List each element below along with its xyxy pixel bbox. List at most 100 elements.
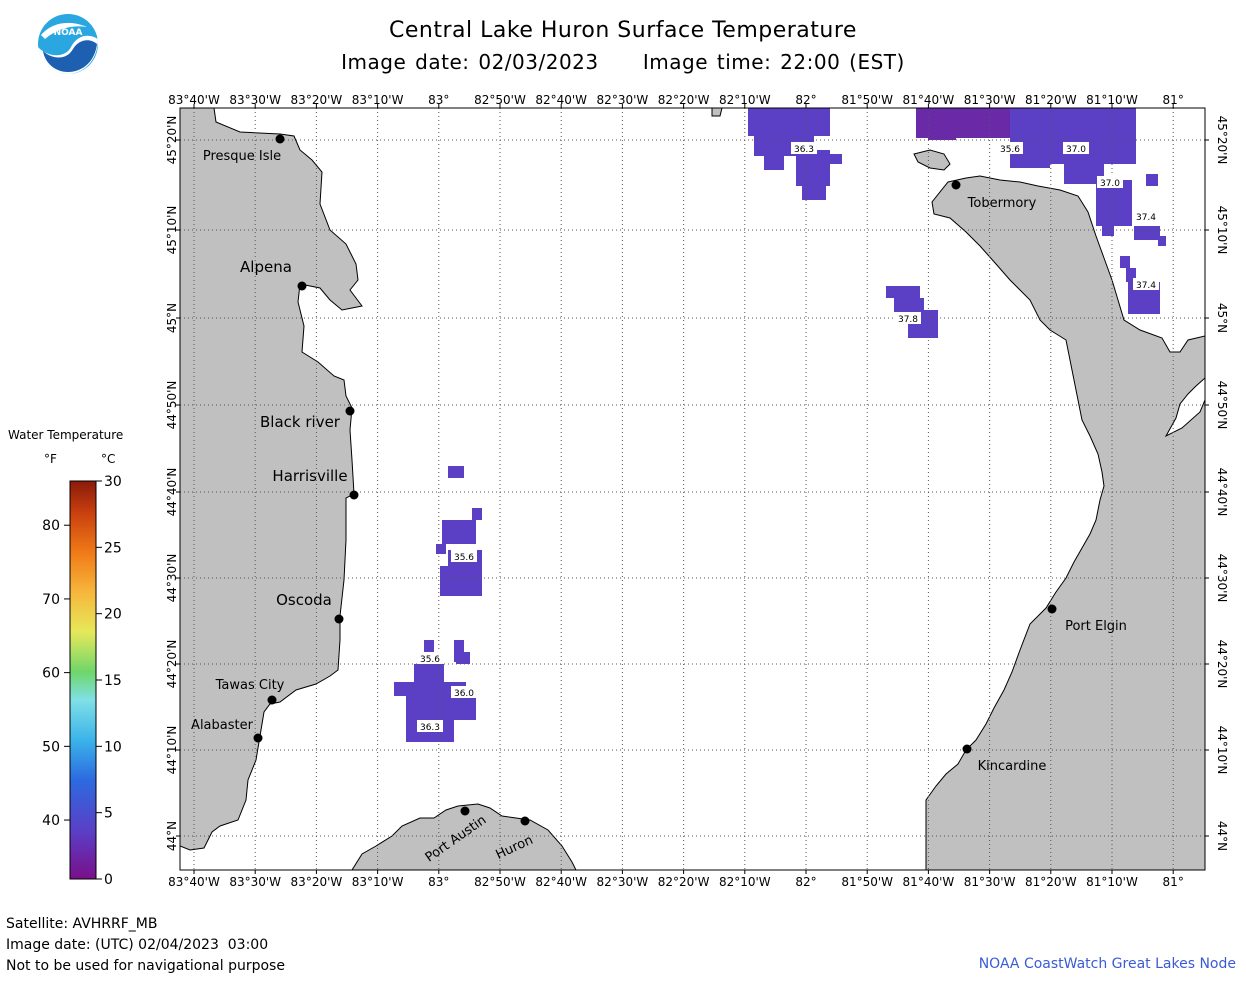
city-label: Black river [260, 413, 341, 431]
city-marker [520, 816, 530, 826]
temp-cell [440, 566, 482, 596]
contour-label: 35.6 [451, 550, 477, 563]
lat-label-right: 44°50'N [1215, 381, 1229, 430]
lat-label-right: 44°10'N [1215, 726, 1229, 775]
city-marker [334, 614, 344, 624]
contour-label-box [451, 550, 477, 562]
lat-label-left: 44°20'N [165, 640, 179, 689]
contour-label-box [1097, 176, 1123, 188]
city-marker [951, 180, 961, 190]
lon-label-top: 81°40'W [903, 93, 955, 107]
lat-label-right: 44°N [1215, 821, 1229, 851]
lon-label-bottom: 81°30'W [964, 875, 1016, 889]
city-marker [253, 733, 263, 743]
city-label: Oscoda [276, 591, 332, 609]
contour-label-text: 36.3 [794, 145, 814, 155]
city-marker [349, 490, 359, 500]
lon-label-top: 81° [1163, 93, 1184, 107]
city-label: Harrisville [272, 467, 347, 485]
legend-f-tick-label: 40 [42, 813, 60, 829]
contour-label: 36.0 [451, 686, 477, 699]
city-label: Alpena [240, 258, 292, 276]
lon-label-bottom: 82°40'W [535, 875, 587, 889]
lon-label-top: 83°40'W [168, 93, 220, 107]
city-marker [1047, 604, 1057, 614]
lon-label-bottom: 81°20'W [1025, 875, 1077, 889]
map-ticks [176, 104, 1209, 874]
contour-label-box [895, 312, 921, 324]
lon-label-bottom: 83° [428, 875, 449, 889]
temp-cell [1146, 174, 1158, 186]
contour-label: 37.0 [1063, 142, 1089, 155]
lon-label-bottom: 83°10'W [352, 875, 404, 889]
map-frame [179, 107, 1206, 871]
lon-label-top: 81°10'W [1086, 93, 1138, 107]
contour-label-text: 35.6 [420, 655, 440, 665]
legend-c-unit: °C [101, 452, 116, 466]
legend-c-tick-label: 30 [104, 474, 122, 490]
map-title: Central Lake Huron Surface Temperature [389, 18, 857, 43]
lon-label-top: 82°40'W [535, 93, 587, 107]
lon-label-top: 83°10'W [352, 93, 404, 107]
temp-cell [1120, 256, 1130, 268]
temp-cell [436, 544, 446, 554]
city-label: Alabaster [191, 718, 254, 733]
city-label: Port Elgin [1065, 619, 1127, 634]
lat-label-left: 45°N [165, 303, 179, 333]
lon-label-bottom: 82°20'W [658, 875, 710, 889]
contour-label-box [451, 686, 477, 698]
contour-label-text: 36.0 [454, 689, 474, 699]
contour-label: 37.4 [1133, 278, 1159, 291]
lon-label-top: 81°20'W [1025, 93, 1077, 107]
graticule [180, 108, 1205, 870]
temp-cell [472, 508, 482, 520]
lon-label-bottom: 81°50'W [841, 875, 893, 889]
lon-label-top: 82°20'W [658, 93, 710, 107]
contour-label: 35.6 [417, 652, 443, 665]
lon-label-top: 83° [428, 93, 449, 107]
city-marker [460, 806, 470, 816]
lat-label-right: 44°40'N [1215, 468, 1229, 517]
contour-label-text: 37.4 [1136, 281, 1156, 291]
city-label: Kincardine [978, 759, 1047, 774]
contour-label-text: 36.3 [420, 723, 440, 733]
lon-label-top: 83°20'W [291, 93, 343, 107]
city-label: Tobermory [967, 196, 1037, 211]
legend-f-tick-label: 60 [42, 666, 60, 682]
temp-cell [748, 108, 830, 136]
lat-label-left: 45°10'N [165, 206, 179, 255]
lon-label-top: 82°30'W [597, 93, 649, 107]
logo-text: NOAA [54, 28, 83, 38]
legend-c-tick-label: 15 [104, 673, 122, 689]
legend-c-tick-label: 5 [104, 806, 113, 822]
lon-label-top: 81°30'W [964, 93, 1016, 107]
city-marker [962, 744, 972, 754]
contour-label: 37.4 [1133, 210, 1159, 223]
lon-label-top: 82°50'W [474, 93, 526, 107]
contour-label-text: 37.0 [1066, 145, 1086, 155]
city-marker [267, 695, 277, 705]
contour-label-box [417, 720, 443, 732]
temp-cell [1040, 108, 1136, 164]
legend-color-bar [69, 480, 97, 880]
lon-label-bottom: 81°10'W [1086, 875, 1138, 889]
legend-c-tick-label: 25 [104, 540, 122, 556]
temp-cell [394, 682, 466, 696]
lon-label-bottom: 83°40'W [168, 875, 220, 889]
contour-label-box [417, 652, 443, 664]
city-label: Presque Isle [203, 149, 281, 164]
temp-cell [1158, 236, 1166, 246]
temp-cell [424, 640, 434, 652]
lat-labels-left: 45°20'N 45°10'N 45°N 44°50'N 44°40'N 44°30'N 4… [165, 116, 179, 852]
lon-labels-top: 83°40'W 83°30'W 83°20'W 83°10'W 83° 82°50'W 82… [168, 93, 1184, 107]
contour-label-box [1133, 210, 1159, 222]
land-manitoulin [711, 108, 723, 117]
legend-f-tick-label: 70 [42, 592, 60, 608]
contour-label: 36.3 [417, 720, 443, 733]
temp-cell [442, 520, 476, 544]
contour-label: 35.6 [997, 142, 1023, 155]
legend-f-tick-label: 80 [42, 518, 60, 534]
legend-c-tick-label: 20 [104, 607, 122, 623]
contour-label: 37.0 [1097, 176, 1123, 189]
